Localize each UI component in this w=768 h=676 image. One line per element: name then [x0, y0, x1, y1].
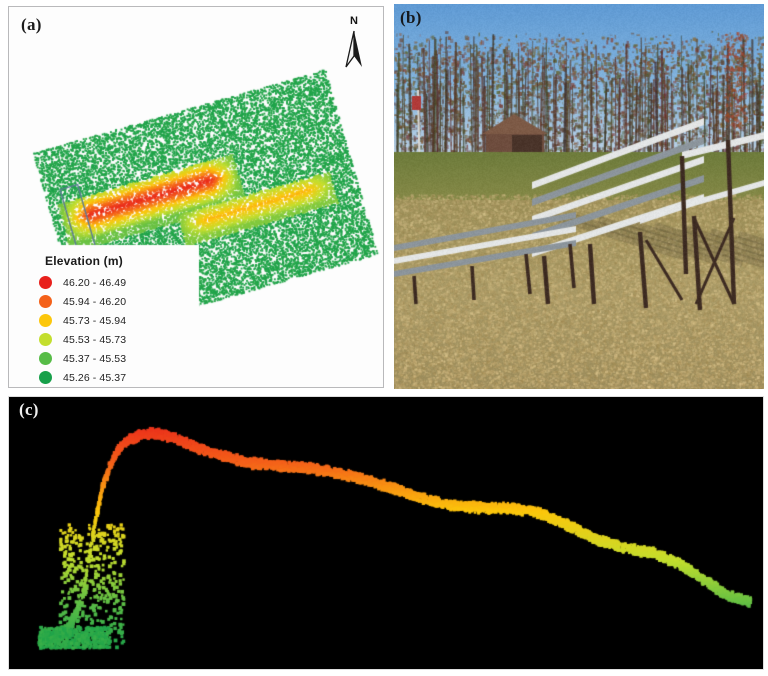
panel-a-label: (a): [21, 15, 42, 35]
legend-row: 45.73 - 45.94: [39, 311, 189, 330]
legend-label: 45.94 - 46.20: [63, 296, 126, 308]
legend-swatch-icon: [39, 371, 52, 384]
panel-c-label: (c): [19, 400, 39, 420]
legend-swatch-icon: [39, 314, 52, 327]
legend-row: 46.20 - 46.49: [39, 273, 189, 292]
panel-c-profile-view: (c): [8, 396, 764, 670]
north-arrow-icon: N: [341, 15, 367, 69]
legend-row: 45.37 - 45.53: [39, 349, 189, 368]
panel-b-field-photograph: (b): [394, 4, 764, 389]
legend-label: 45.37 - 45.53: [63, 353, 126, 365]
legend-row: 45.26 - 45.37: [39, 368, 189, 387]
legend-row: 45.53 - 45.73: [39, 330, 189, 349]
north-arrow-letter: N: [341, 15, 367, 27]
panel-b-label: (b): [400, 8, 422, 28]
figure-container: (a) N Elevation (m) 46.20 - 46.49 45.94 …: [0, 0, 768, 676]
north-needle-icon: [341, 29, 367, 69]
figure-top-row: (a) N Elevation (m) 46.20 - 46.49 45.94 …: [0, 0, 768, 392]
elevation-legend: Elevation (m) 46.20 - 46.49 45.94 - 46.2…: [39, 254, 189, 387]
bleacher-photograph: [394, 4, 764, 389]
legend-label: 45.53 - 45.73: [63, 334, 126, 346]
legend-title: Elevation (m): [45, 254, 189, 268]
legend-label: 45.73 - 45.94: [63, 315, 126, 327]
legend-label: 45.26 - 45.37: [63, 372, 126, 384]
profile-point-cloud-canvas: [9, 397, 763, 669]
legend-swatch-icon: [39, 333, 52, 346]
legend-label: 46.20 - 46.49: [63, 277, 126, 289]
legend-swatch-icon: [39, 295, 52, 308]
legend-swatch-icon: [39, 352, 52, 365]
legend-row: 45.94 - 46.20: [39, 292, 189, 311]
panel-a-point-cloud-map: (a) N Elevation (m) 46.20 - 46.49 45.94 …: [8, 6, 384, 388]
legend-swatch-icon: [39, 276, 52, 289]
